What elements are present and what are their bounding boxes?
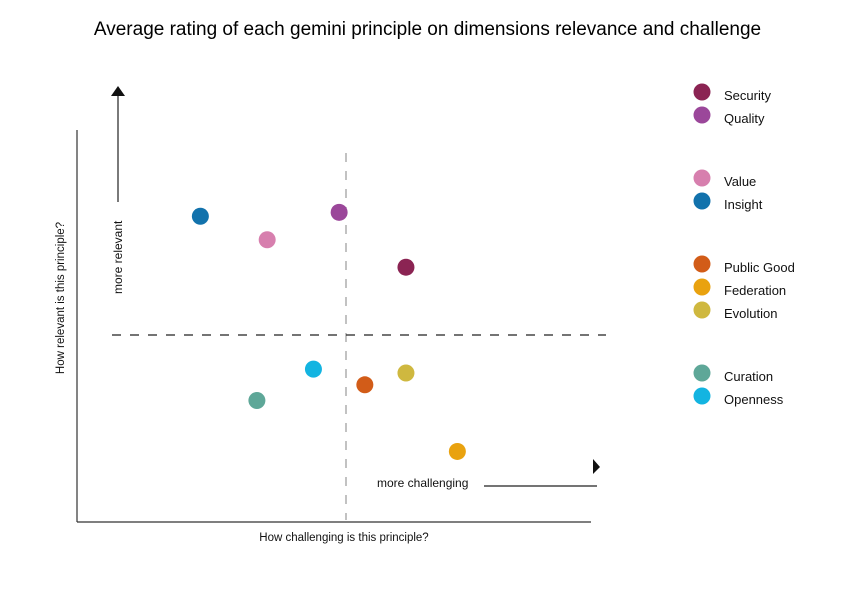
more-relevant-label: more relevant [111,220,125,294]
legend: Security Quality Value Insight Public Good Fe… [693,83,795,407]
point-openness [304,360,322,378]
legend-label-value: Value [724,174,756,189]
y-axis-label: How relevant is this principle? [55,222,67,374]
more-challenging-arrow-head [593,459,600,474]
more-challenging-label: more challenging [377,476,468,490]
legend-marker-public-good [693,255,711,273]
legend-marker-openness [693,387,711,405]
point-security [397,258,415,276]
legend-marker-value [693,169,711,187]
legend-label-federation: Federation [724,283,786,298]
x-axis-label: How challenging is this principle? [259,532,428,544]
point-insight [191,207,209,225]
legend-marker-quality [693,106,711,124]
legend-marker-security [693,83,711,101]
point-public-good [356,376,374,394]
point-quality [330,203,348,221]
more-relevant-arrow-head [111,86,125,96]
legend-label-curation: Curation [724,369,773,384]
legend-marker-insight [693,192,711,210]
legend-marker-evolution [693,301,711,319]
point-value [258,231,276,249]
legend-label-openness: Openness [724,392,784,407]
legend-label-security: Security [724,88,771,103]
legend-label-quality: Quality [724,111,765,126]
legend-marker-federation [693,278,711,296]
legend-marker-curation [693,364,711,382]
legend-label-public-good: Public Good [724,260,795,275]
chart-title: Average rating of each gemini principle … [93,19,762,40]
point-curation [248,391,266,409]
point-evolution [397,364,415,382]
legend-label-evolution: Evolution [724,306,777,321]
legend-label-insight: Insight [724,197,763,212]
scatter-points [191,203,466,460]
point-federation [448,442,466,460]
